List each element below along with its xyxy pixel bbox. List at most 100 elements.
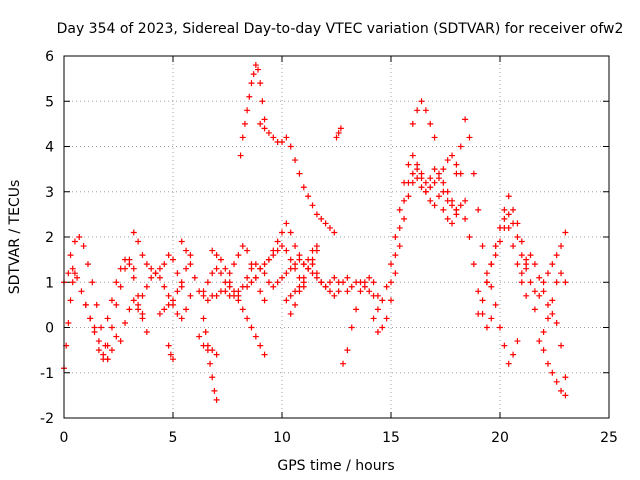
data-point	[82, 301, 89, 308]
data-point	[261, 125, 268, 132]
data-point	[239, 134, 246, 141]
data-point	[388, 297, 394, 304]
data-point	[313, 211, 320, 218]
data-point	[318, 279, 325, 286]
x-tick-label: 5	[169, 430, 178, 446]
data-point	[283, 270, 290, 277]
data-point	[374, 292, 381, 299]
data-point	[483, 279, 490, 286]
data-point	[348, 324, 355, 331]
data-point	[204, 342, 211, 349]
data-point	[78, 288, 85, 295]
data-point	[492, 301, 499, 308]
data-point	[449, 152, 456, 159]
data-point	[396, 243, 403, 250]
data-point	[130, 265, 137, 272]
data-point	[209, 247, 216, 254]
series-arc-oo	[540, 347, 569, 399]
data-point	[65, 270, 72, 277]
data-point	[213, 396, 220, 403]
data-point	[405, 161, 412, 168]
data-point	[326, 279, 333, 286]
data-point	[183, 306, 190, 313]
data-point	[344, 274, 351, 281]
data-point	[540, 329, 547, 336]
data-point	[405, 179, 412, 186]
series-arc-x	[333, 125, 344, 141]
data-point	[257, 265, 264, 272]
data-point	[518, 279, 525, 286]
data-point	[139, 292, 146, 299]
y-tick-label: -1	[40, 366, 54, 382]
data-point	[202, 329, 209, 336]
data-point	[553, 378, 560, 385]
data-point	[540, 279, 547, 286]
y-tick-label: 1	[45, 275, 54, 291]
data-point	[108, 324, 115, 331]
data-point	[305, 265, 312, 272]
data-point	[405, 193, 412, 200]
data-point	[95, 347, 102, 354]
data-point	[283, 134, 290, 141]
x-tick-label: 20	[491, 430, 509, 446]
data-point	[287, 143, 294, 150]
data-point	[239, 243, 246, 250]
y-tick-label: 4	[45, 140, 54, 156]
data-point	[69, 279, 76, 286]
data-point	[340, 279, 347, 286]
data-point	[287, 256, 294, 263]
data-point	[536, 338, 543, 345]
data-point	[113, 279, 120, 286]
data-point	[117, 338, 124, 345]
data-point	[270, 134, 277, 141]
data-point	[501, 342, 508, 349]
data-point	[126, 306, 133, 313]
data-point	[117, 283, 124, 290]
data-point	[431, 134, 438, 141]
series-arc-gg	[462, 215, 499, 331]
series-arc-u	[287, 247, 320, 317]
data-point	[457, 143, 464, 150]
y-tick-label: 2	[45, 230, 54, 246]
data-point	[143, 261, 150, 268]
data-point	[379, 324, 386, 331]
data-point	[388, 279, 394, 286]
series-arc-ll	[518, 252, 569, 381]
data-point	[444, 188, 451, 195]
data-point	[523, 261, 530, 268]
data-point	[248, 324, 255, 331]
data-point	[331, 229, 338, 236]
data-point	[237, 152, 244, 159]
data-point	[392, 252, 399, 259]
data-point	[165, 301, 172, 308]
data-point	[279, 138, 285, 145]
data-point	[322, 220, 329, 227]
data-point	[104, 342, 111, 349]
data-point	[409, 152, 416, 159]
data-point	[348, 283, 355, 290]
data-point	[427, 175, 434, 182]
data-point	[217, 270, 224, 277]
data-point	[361, 283, 368, 290]
data-point	[183, 247, 190, 254]
series-arc-f	[117, 297, 150, 345]
data-point	[531, 261, 538, 268]
data-point	[409, 120, 416, 127]
data-point	[492, 243, 499, 250]
data-point	[283, 220, 290, 227]
data-point	[93, 301, 100, 308]
data-point	[213, 252, 220, 259]
data-point	[518, 238, 525, 245]
data-point	[558, 270, 565, 277]
data-point	[261, 351, 268, 358]
data-point	[414, 175, 421, 182]
data-point	[292, 157, 299, 164]
data-point	[331, 274, 338, 281]
data-point	[444, 215, 451, 222]
data-point	[209, 374, 216, 381]
data-point	[488, 261, 495, 268]
series-arc-w	[257, 120, 338, 236]
x-tick-label: 15	[382, 430, 400, 446]
data-point	[440, 166, 447, 173]
series-arc-dd	[409, 98, 438, 141]
